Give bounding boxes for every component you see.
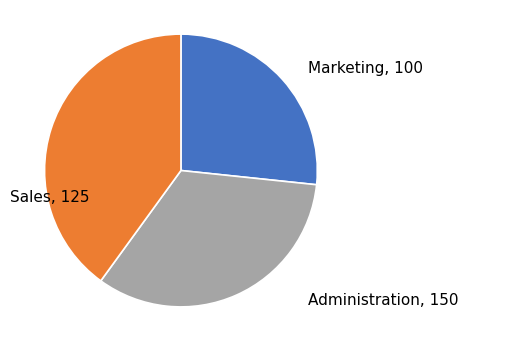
Text: Marketing, 100: Marketing, 100 [308, 61, 422, 76]
Wedge shape [44, 34, 181, 281]
Text: Sales, 125: Sales, 125 [10, 190, 90, 205]
Wedge shape [181, 34, 317, 185]
Wedge shape [101, 170, 316, 307]
Text: Administration, 150: Administration, 150 [308, 293, 458, 308]
